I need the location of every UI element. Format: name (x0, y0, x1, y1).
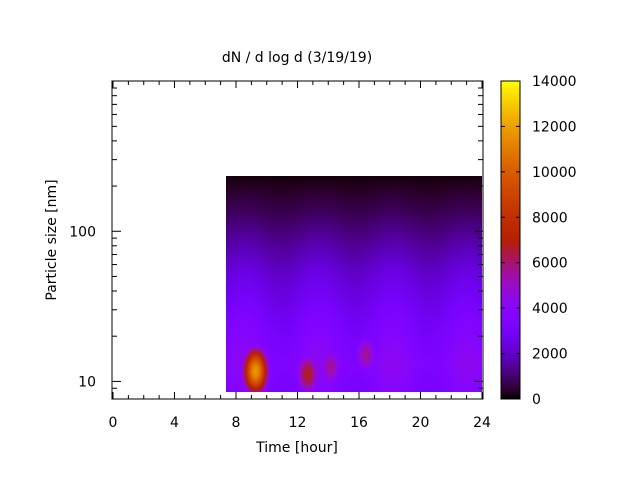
colorbar (500, 80, 521, 400)
chart-title: dN / d log d (3/19/19) (222, 50, 372, 66)
colorbar-tick-label: 0 (532, 392, 541, 408)
colorbar-tick-label: 2000 (532, 347, 568, 363)
y-tick-label: 100 (69, 224, 96, 240)
x-axis: 0 4 8 12 16 20 24 (109, 81, 491, 431)
colorbar-tick-label: 14000 (532, 74, 577, 90)
x-tick-label: 0 (109, 415, 118, 431)
heatmap-canvas (226, 176, 482, 392)
y-tick-label: 10 (78, 374, 96, 390)
x-tick-label: 12 (289, 415, 307, 431)
x-axis-label: Time [hour] (255, 440, 338, 456)
colorbar-tick-label: 12000 (532, 119, 577, 135)
y-axis: 10 100 (69, 87, 483, 390)
x-tick-label: 4 (170, 415, 179, 431)
colorbar-tick-label: 10000 (532, 165, 577, 181)
x-tick-label: 20 (412, 415, 430, 431)
colorbar-axis: 0 2000 4000 6000 8000 10000 12000 14000 (501, 74, 577, 408)
x-tick-label: 8 (232, 415, 241, 431)
x-tick-label: 16 (350, 415, 368, 431)
x-tick-label: 24 (473, 415, 491, 431)
colorbar-tick-label: 8000 (532, 210, 568, 226)
y-axis-label: Particle size [nm] (44, 179, 60, 300)
colorbar-tick-label: 6000 (532, 256, 568, 272)
colorbar-tick-label: 4000 (532, 301, 568, 317)
